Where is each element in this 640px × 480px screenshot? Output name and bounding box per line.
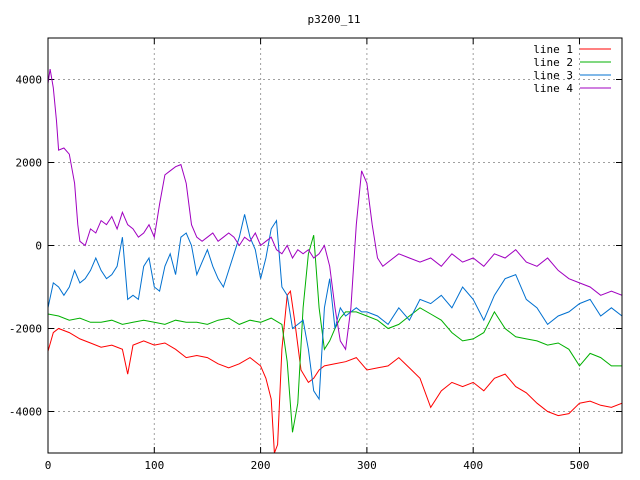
y-tick-label: -4000 — [9, 406, 42, 419]
plot-frame — [47, 37, 623, 454]
grid — [47, 38, 622, 453]
y-tick-label: -2000 — [9, 323, 42, 336]
x-tick-label: 100 — [144, 459, 164, 472]
series-layer — [48, 69, 622, 453]
series-line-4 — [48, 69, 622, 351]
legend-label: line 1 — [533, 43, 573, 56]
legend-label: line 3 — [533, 69, 573, 82]
legend-label: line 2 — [533, 56, 573, 69]
series-line-1 — [48, 289, 622, 453]
x-tick-label: 300 — [357, 459, 377, 472]
x-tick-label: 0 — [45, 459, 52, 472]
y-tick-label: 0 — [35, 240, 42, 253]
y-tick-label: 2000 — [16, 157, 43, 170]
chart-title: p3200_11 — [308, 13, 361, 26]
series-line-3 — [48, 214, 622, 401]
x-tick-label: 500 — [570, 459, 590, 472]
x-tick-label: 400 — [463, 459, 483, 472]
series-line-2 — [48, 234, 622, 433]
x-tick-label: 200 — [251, 459, 271, 472]
legend-label: line 4 — [533, 82, 573, 95]
y-tick-label: 4000 — [16, 74, 43, 87]
